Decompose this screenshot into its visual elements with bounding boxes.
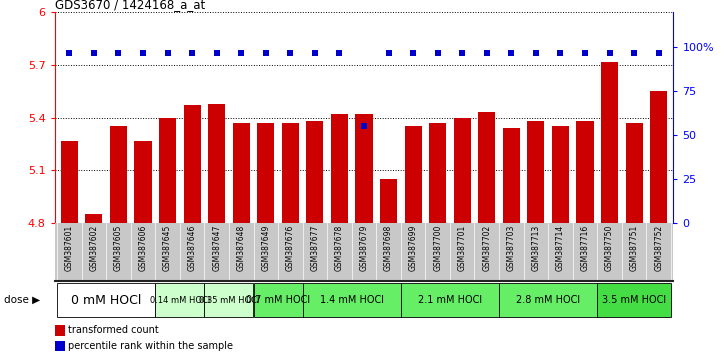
Bar <box>135 141 151 223</box>
Text: GSM387700: GSM387700 <box>433 225 442 271</box>
Text: 2.1 mM HOCl: 2.1 mM HOCl <box>418 295 482 305</box>
Point <box>235 50 247 56</box>
Text: 3.5 mM HOCl: 3.5 mM HOCl <box>602 295 666 305</box>
Point <box>113 50 124 56</box>
Bar <box>55 325 65 336</box>
Text: 0.35 mM HOCl: 0.35 mM HOCl <box>199 296 259 304</box>
Text: GSM387702: GSM387702 <box>482 225 491 271</box>
Bar <box>454 118 471 223</box>
Bar <box>57 283 155 317</box>
Bar <box>60 141 78 223</box>
Bar <box>155 283 205 317</box>
Bar <box>303 283 401 317</box>
Text: GSM387750: GSM387750 <box>605 225 614 271</box>
Point <box>505 50 517 56</box>
Bar <box>233 123 250 223</box>
Bar <box>577 121 593 223</box>
Point <box>333 50 345 56</box>
Bar <box>405 126 422 223</box>
Text: GSM387714: GSM387714 <box>556 225 565 271</box>
Point <box>309 50 321 56</box>
Text: 2.8 mM HOCl: 2.8 mM HOCl <box>516 295 580 305</box>
Bar <box>257 123 274 223</box>
Bar <box>55 341 65 351</box>
Text: GSM387699: GSM387699 <box>408 225 418 271</box>
Point <box>63 50 75 56</box>
Text: transformed count: transformed count <box>68 325 159 336</box>
Text: GSM387649: GSM387649 <box>261 225 270 271</box>
Text: 0.7 mM HOCl: 0.7 mM HOCl <box>246 295 310 305</box>
Text: dose ▶: dose ▶ <box>4 295 40 305</box>
Point <box>162 50 173 56</box>
Text: GSM387605: GSM387605 <box>114 225 123 271</box>
Bar <box>499 283 597 317</box>
Bar <box>331 114 348 223</box>
Point <box>186 50 198 56</box>
Bar <box>597 283 671 317</box>
Bar <box>527 121 545 223</box>
Text: GSM387752: GSM387752 <box>654 225 663 271</box>
Bar <box>401 283 499 317</box>
Bar <box>282 123 299 223</box>
Bar <box>503 128 520 223</box>
Bar <box>478 113 495 223</box>
Text: GSM387701: GSM387701 <box>458 225 467 271</box>
Text: GSM387645: GSM387645 <box>163 225 172 271</box>
Point <box>555 50 566 56</box>
Point <box>628 50 640 56</box>
Text: 1.4 mM HOCl: 1.4 mM HOCl <box>320 295 384 305</box>
Text: GSM387677: GSM387677 <box>310 225 320 271</box>
Bar <box>380 179 397 223</box>
Point <box>211 50 223 56</box>
Text: GSM387698: GSM387698 <box>384 225 393 271</box>
Point <box>285 50 296 56</box>
Text: GSM387751: GSM387751 <box>630 225 638 271</box>
Point <box>579 50 591 56</box>
Point <box>137 50 149 56</box>
Text: GSM387602: GSM387602 <box>90 225 98 271</box>
Text: GSM387703: GSM387703 <box>507 225 516 271</box>
Point <box>407 50 419 56</box>
Point <box>456 50 468 56</box>
Bar <box>552 126 569 223</box>
Text: 0.14 mM HOCl: 0.14 mM HOCl <box>150 296 210 304</box>
Bar <box>306 121 323 223</box>
Point <box>383 50 395 56</box>
Text: GSM387676: GSM387676 <box>286 225 295 271</box>
Point <box>481 50 493 56</box>
Text: GSM387648: GSM387648 <box>237 225 246 271</box>
Text: GSM387647: GSM387647 <box>212 225 221 271</box>
Text: GSM387606: GSM387606 <box>138 225 148 271</box>
Bar <box>601 62 618 223</box>
Text: percentile rank within the sample: percentile rank within the sample <box>68 341 233 351</box>
Text: GSM387601: GSM387601 <box>65 225 74 271</box>
Bar <box>183 105 201 223</box>
Bar <box>205 283 253 317</box>
Bar <box>429 123 446 223</box>
Text: GSM387716: GSM387716 <box>580 225 590 271</box>
Text: GSM387646: GSM387646 <box>188 225 197 271</box>
Point <box>530 50 542 56</box>
Bar <box>159 118 176 223</box>
Bar <box>253 283 303 317</box>
Bar <box>85 214 103 223</box>
Point <box>358 124 370 129</box>
Point <box>653 50 665 56</box>
Bar <box>110 126 127 223</box>
Text: GSM387679: GSM387679 <box>360 225 368 271</box>
Point <box>432 50 443 56</box>
Bar <box>650 91 668 223</box>
Text: GSM387678: GSM387678 <box>335 225 344 271</box>
Text: GDS3670 / 1424168_a_at: GDS3670 / 1424168_a_at <box>55 0 205 11</box>
Text: 0 mM HOCl: 0 mM HOCl <box>71 293 141 307</box>
Text: GSM387713: GSM387713 <box>531 225 540 271</box>
Point <box>604 50 615 56</box>
Bar <box>355 114 373 223</box>
Point <box>88 50 100 56</box>
Point <box>260 50 272 56</box>
Bar <box>208 104 225 223</box>
Bar <box>625 123 643 223</box>
